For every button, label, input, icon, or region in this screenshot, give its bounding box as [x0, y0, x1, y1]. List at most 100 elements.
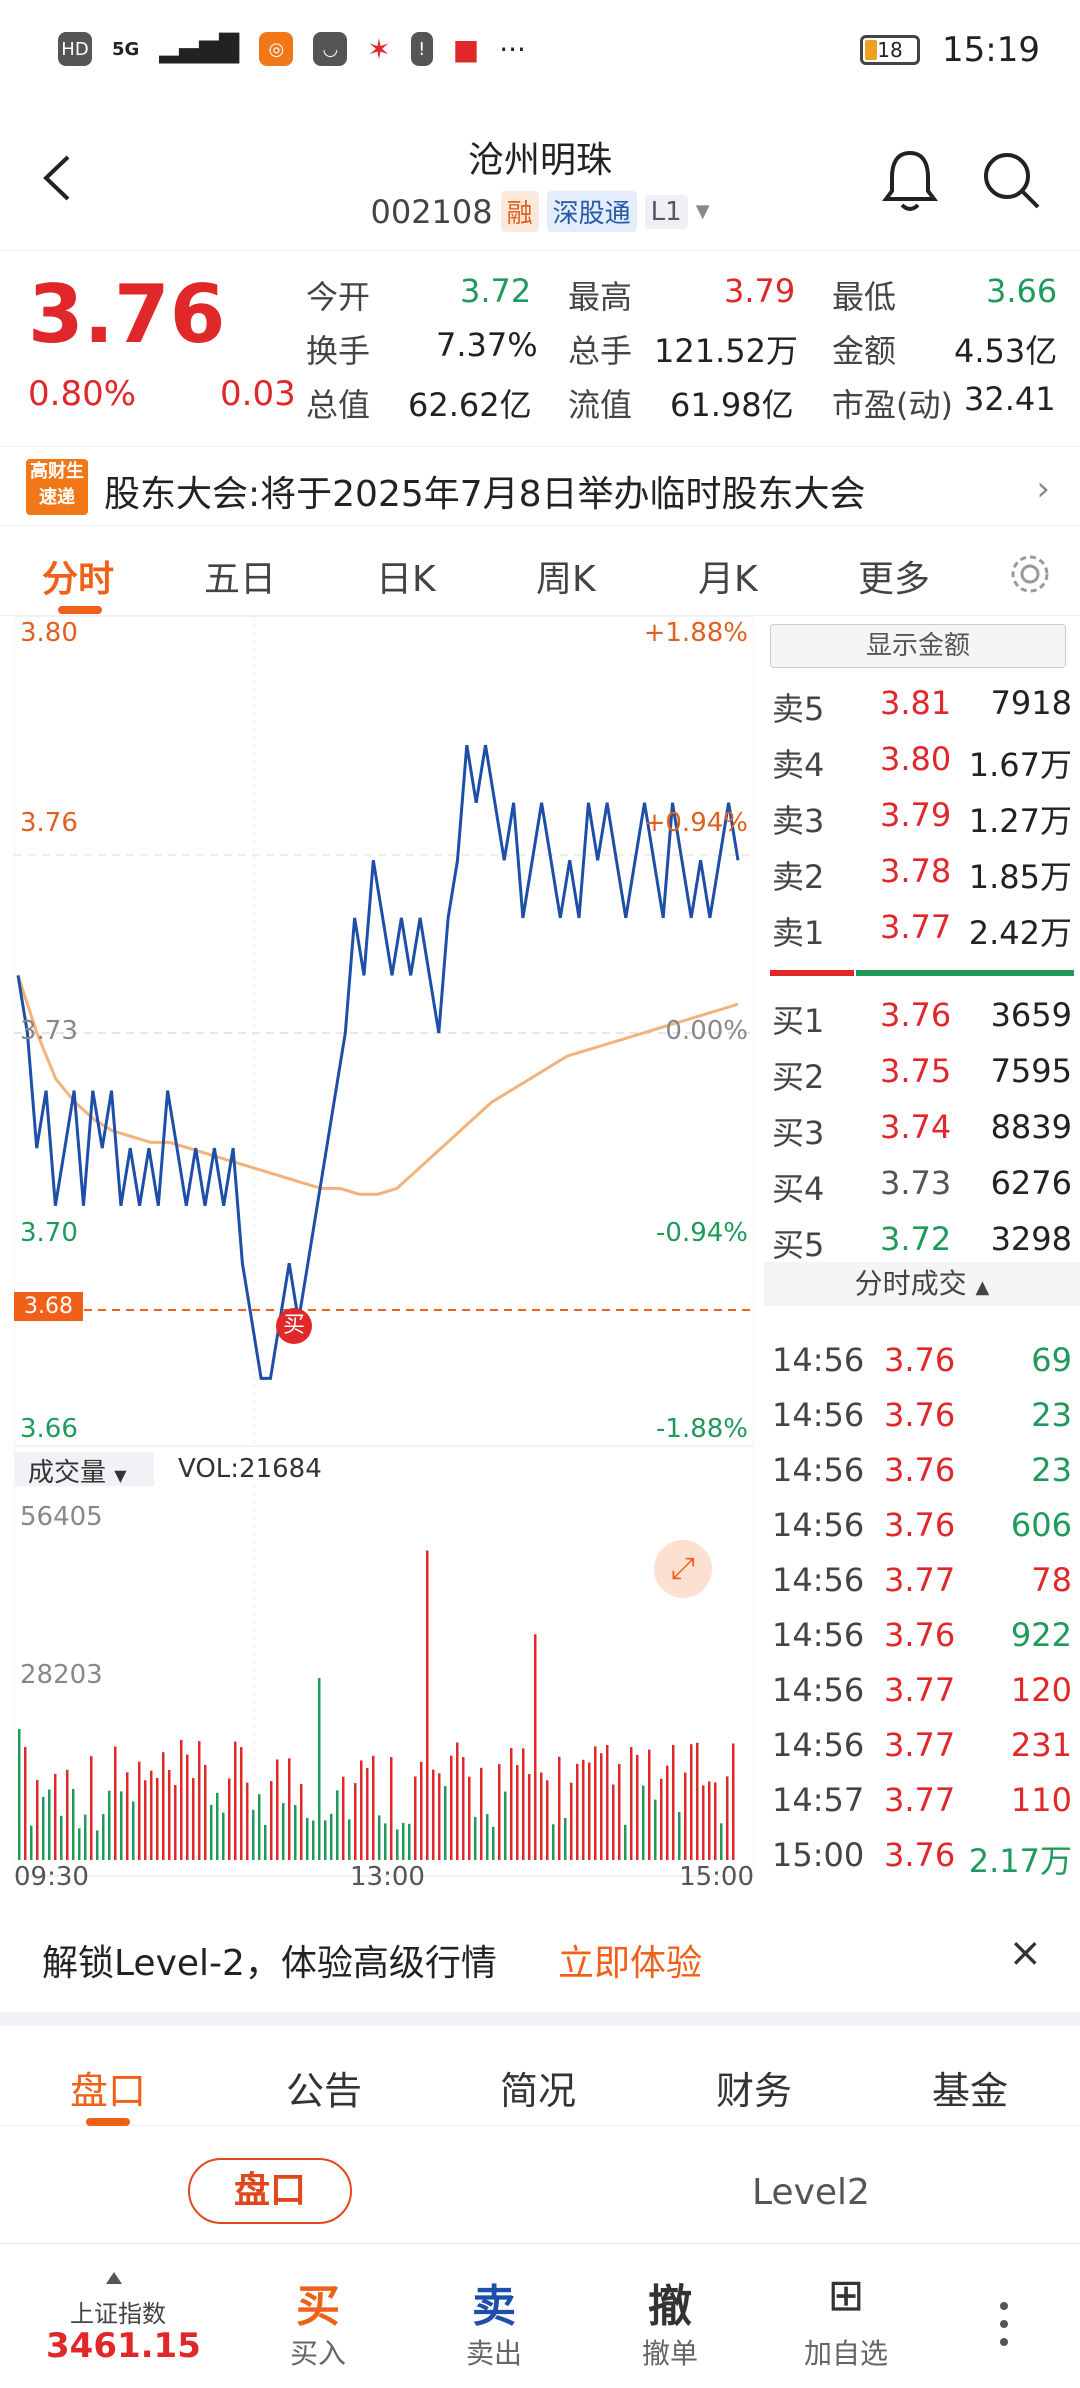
- volume-bar: [318, 1678, 321, 1860]
- tab-handicap[interactable]: 盘口: [70, 2069, 147, 2113]
- add-watchlist-button[interactable]: ⊞ 加自选: [786, 2270, 906, 2372]
- volume-bar: [468, 1776, 471, 1860]
- clock: 15:19: [942, 30, 1040, 70]
- tick-row: 14:56 3.76 69: [772, 1341, 1072, 1396]
- volume-bar: [426, 1550, 429, 1860]
- tab-monthly-k[interactable]: 月K: [698, 559, 758, 600]
- volume-bar: [162, 1752, 165, 1860]
- close-icon[interactable]: ×: [1008, 1930, 1042, 1976]
- tab-daily-k[interactable]: 日K: [376, 559, 436, 600]
- news-headline[interactable]: 股东大会:将于2025年7月8日举办临时股东大会: [104, 474, 866, 515]
- buy-button[interactable]: 买 买入: [258, 2270, 378, 2372]
- tab-weekly-k[interactable]: 周K: [536, 559, 596, 600]
- tick-row: 14:57 3.77 110: [772, 1781, 1072, 1836]
- tick-time: 14:56: [772, 1341, 865, 1379]
- more-vertical-icon[interactable]: [1000, 2292, 1016, 2356]
- amount-value: 4.53亿: [954, 332, 1058, 370]
- tick-volume: 78: [1031, 1561, 1072, 1599]
- level2-banner[interactable]: 解锁Level-2，体验高级行情 立即体验 ×: [0, 1900, 1080, 2012]
- gear-icon[interactable]: [1008, 552, 1052, 596]
- ask-level-row[interactable]: 卖3 3.79 1.27万: [772, 796, 1072, 852]
- volume-bar: [720, 1823, 723, 1860]
- volume-bar: [576, 1763, 579, 1860]
- intraday-chart[interactable]: 3.80 3.76 3.73 3.70 3.66 +1.88% +0.94% 0…: [13, 615, 755, 1892]
- sell-button[interactable]: 卖 卖出: [434, 2270, 554, 2372]
- ask-level-row[interactable]: 卖5 3.81 7918: [772, 684, 1072, 740]
- subtab-level2[interactable]: Level2: [752, 2172, 870, 2213]
- try-now-link[interactable]: 立即体验: [558, 1943, 703, 1984]
- mktcap-value: 62.62亿: [408, 386, 532, 424]
- level-tag[interactable]: L1: [644, 194, 688, 229]
- index-value[interactable]: 3461.15: [46, 2326, 201, 2366]
- signal-bars-icon: ▂▄▆█: [159, 34, 240, 64]
- price-change: 0.03: [220, 374, 296, 414]
- ask-level-row[interactable]: 卖2 3.78 1.85万: [772, 852, 1072, 908]
- bid-level-row[interactable]: 买1 3.76 3659: [772, 996, 1072, 1052]
- volume-bar: [54, 1773, 57, 1860]
- index-name[interactable]: 上证指数: [70, 2300, 166, 2328]
- volume-bar: [582, 1759, 585, 1860]
- open-label: 今开: [306, 278, 371, 316]
- level-volume: 6276: [990, 1164, 1072, 1202]
- bid-level-row[interactable]: 买3 3.74 8839: [772, 1108, 1072, 1164]
- back-arrow-icon[interactable]: [40, 153, 76, 203]
- level-price: 3.74: [880, 1108, 952, 1146]
- bell-icon[interactable]: [880, 147, 940, 213]
- tick-list-header[interactable]: 分时成交 ▲: [764, 1262, 1080, 1306]
- dropdown-icon: ▼: [114, 1466, 127, 1485]
- tab-profile[interactable]: 简况: [500, 2069, 577, 2113]
- volume-bar: [102, 1814, 105, 1860]
- level-price: 3.75: [880, 1052, 952, 1090]
- ask-level-row[interactable]: 卖4 3.80 1.67万: [772, 740, 1072, 796]
- chevron-right-icon[interactable]: ›: [1036, 469, 1050, 509]
- show-amount-toggle[interactable]: 显示金额: [770, 624, 1066, 668]
- tab-financials[interactable]: 财务: [716, 2069, 793, 2113]
- volume-bar: [192, 1778, 195, 1860]
- news-ticker[interactable]: 高财生 速递 股东大会:将于2025年7月8日举办临时股东大会 ›: [0, 446, 1080, 526]
- volume-bar: [330, 1813, 333, 1860]
- tab-more[interactable]: 更多: [858, 559, 931, 600]
- volume-bar: [90, 1756, 93, 1860]
- volume-bar: [306, 1817, 309, 1860]
- tab-five-day[interactable]: 五日: [204, 559, 277, 600]
- volume-bar: [18, 1729, 21, 1860]
- tick-row: 14:56 3.76 922: [772, 1616, 1072, 1671]
- margin-tag: 融: [500, 191, 539, 232]
- level-price: 3.78: [880, 852, 952, 890]
- volume-bar: [126, 1772, 129, 1860]
- cancel-order-button[interactable]: 撤 撤单: [610, 2270, 730, 2372]
- volume-bar: [30, 1825, 33, 1860]
- news-logo: 高财生 速递: [26, 459, 88, 515]
- more-notifications-icon: ···: [499, 32, 526, 66]
- volume-bar: [714, 1782, 717, 1860]
- volume-bar: [564, 1818, 567, 1860]
- tab-intraday[interactable]: 分时: [42, 559, 115, 600]
- volume-bar: [414, 1776, 417, 1860]
- search-icon[interactable]: [980, 149, 1042, 211]
- bid-level-row[interactable]: 买4 3.73 6276: [772, 1164, 1072, 1220]
- volume-bars: [18, 1550, 735, 1860]
- volume-bar: [534, 1634, 537, 1860]
- tick-price: 3.76: [884, 1506, 956, 1544]
- volume-label: 总手: [568, 332, 633, 370]
- volume-bar: [618, 1763, 621, 1860]
- buy-marker[interactable]: 买: [276, 1308, 312, 1344]
- tick-time: 14:56: [772, 1506, 865, 1544]
- tab-funds[interactable]: 基金: [932, 2069, 1009, 2113]
- bid-level-row[interactable]: 买5 3.72 3298: [772, 1220, 1072, 1276]
- expand-icon[interactable]: ⤢: [654, 1540, 712, 1598]
- volume-indicator-select[interactable]: 成交量 ▼: [14, 1452, 154, 1488]
- level-volume: 8839: [990, 1108, 1072, 1146]
- ask-level-row[interactable]: 卖1 3.77 2.42万: [772, 908, 1072, 964]
- volume-bar: [624, 1824, 627, 1860]
- volume-bar: [282, 1803, 285, 1860]
- volume-bar: [120, 1791, 123, 1860]
- volume-bar: [288, 1758, 291, 1860]
- volume-bar: [312, 1820, 315, 1860]
- tab-announcements[interactable]: 公告: [286, 2069, 363, 2113]
- subtab-handicap[interactable]: 盘口: [188, 2158, 352, 2224]
- level-price: 3.72: [880, 1220, 952, 1258]
- level-dropdown-icon[interactable]: ▼: [695, 201, 710, 222]
- volume-bar: [384, 1823, 387, 1860]
- bid-level-row[interactable]: 买2 3.75 7595: [772, 1052, 1072, 1108]
